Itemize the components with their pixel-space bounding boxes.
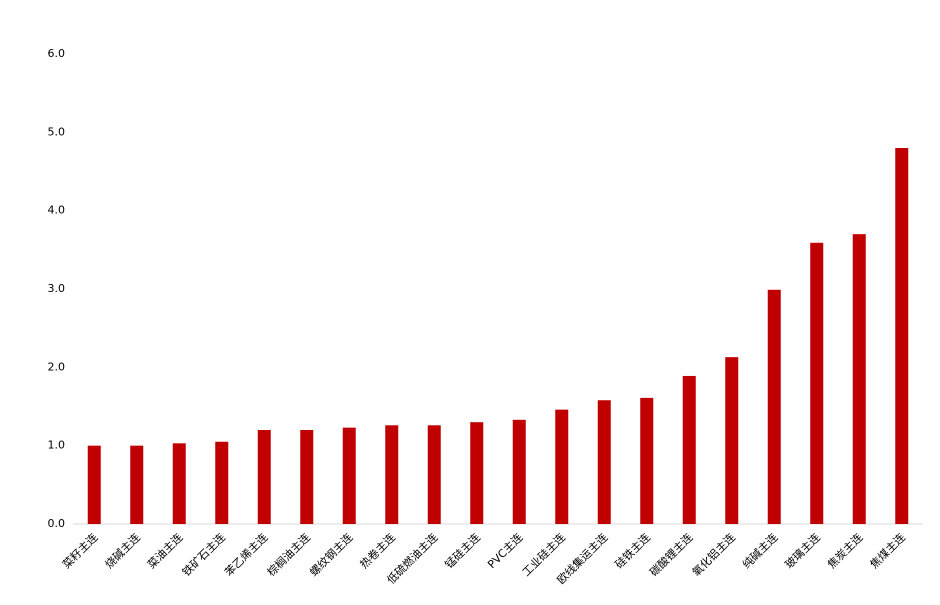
x-tick-label: 焦煤主连	[868, 531, 908, 571]
bar	[342, 427, 356, 524]
y-tick-label: 5.0	[48, 125, 66, 138]
bar	[172, 443, 186, 524]
bar	[215, 441, 229, 524]
x-tick-label: 菜油主连	[144, 530, 185, 571]
bar	[300, 430, 314, 524]
bar	[257, 430, 271, 524]
x-tick-label: 氧化铝主连	[689, 530, 738, 579]
x-tick-label: 锰硅主连	[442, 530, 483, 571]
bar	[130, 445, 144, 524]
bar	[682, 375, 696, 524]
bar	[427, 425, 441, 524]
x-tick-label: 铁矿石主连	[180, 531, 228, 579]
y-tick-label: 1.0	[48, 439, 66, 452]
x-tick-label: 碳酸锂主连	[647, 530, 696, 579]
bar	[852, 234, 866, 524]
x-tick-label: 苯乙烯主连	[222, 530, 271, 579]
x-tick-label: 玻璃主连	[782, 530, 823, 571]
bar	[385, 425, 399, 524]
bar	[767, 289, 781, 524]
x-tick-label: 硅铁主连	[613, 531, 653, 571]
x-tick-label: 菜籽主连	[60, 531, 100, 571]
y-tick-label: 3.0	[48, 282, 66, 295]
bar	[725, 357, 739, 524]
x-tick-label: 螺纹钢主连	[307, 530, 356, 579]
x-tick-label: 烧碱主连	[103, 531, 143, 571]
x-tick-label: PVC主连	[485, 531, 525, 571]
bar	[470, 422, 484, 524]
bar	[87, 445, 101, 524]
bar	[810, 242, 824, 525]
x-tick-label: 焦炭主连	[825, 531, 865, 571]
y-tick-label: 0.0	[48, 517, 66, 530]
y-tick-label: 4.0	[48, 204, 66, 217]
y-tick-label: 6.0	[48, 47, 66, 60]
bar	[555, 409, 569, 524]
bar	[640, 397, 654, 524]
x-tick-label: 棕榈油主连	[264, 530, 313, 579]
bar	[512, 419, 526, 524]
bar	[895, 148, 909, 524]
y-tick-label: 2.0	[48, 360, 66, 373]
x-tick-label: 热卷主连	[357, 530, 398, 571]
x-tick-label: 纯碱主连	[740, 531, 780, 571]
bar	[597, 400, 611, 524]
